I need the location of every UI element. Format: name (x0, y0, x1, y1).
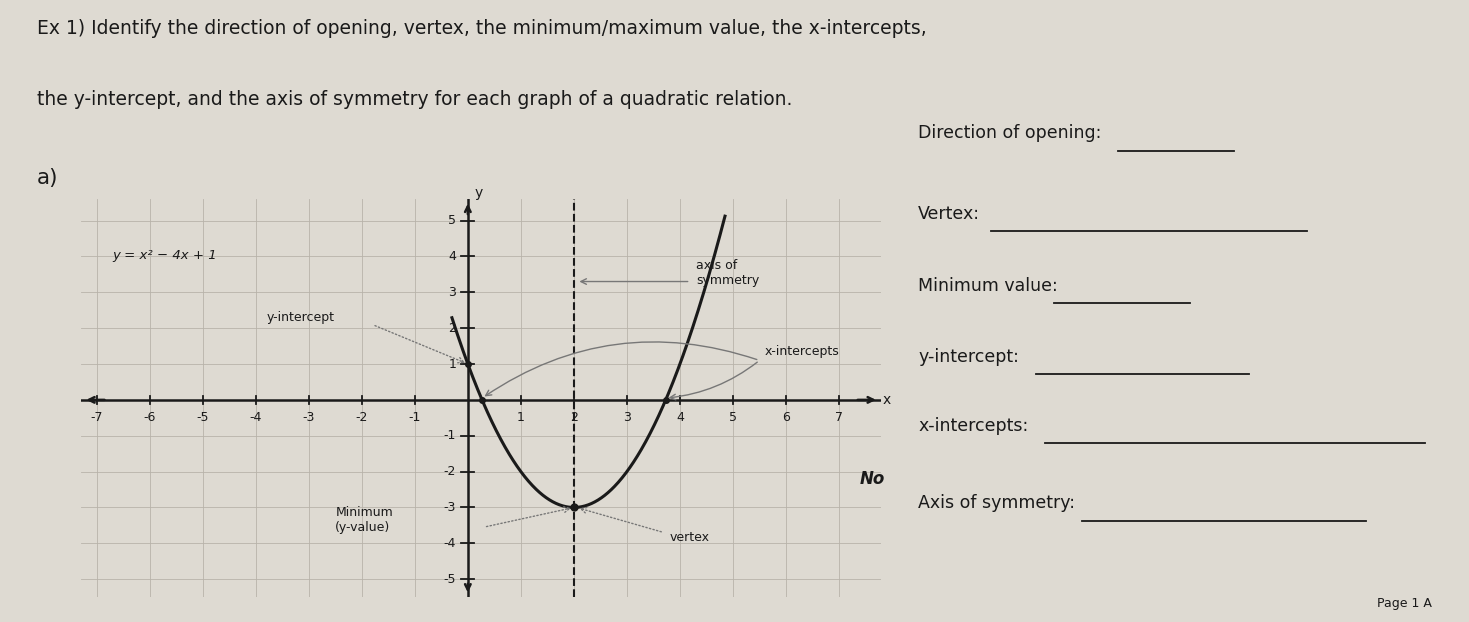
Text: x-intercepts:: x-intercepts: (918, 417, 1028, 435)
Text: Direction of opening:: Direction of opening: (918, 124, 1102, 142)
Text: -5: -5 (444, 573, 457, 586)
Text: Page 1 A: Page 1 A (1378, 596, 1432, 610)
Text: y-intercept:: y-intercept: (918, 348, 1019, 366)
Text: -1: -1 (444, 429, 457, 442)
Text: 5: 5 (448, 214, 457, 227)
Text: -3: -3 (303, 411, 314, 424)
Text: -2: -2 (355, 411, 369, 424)
Text: Ex 1) Identify the direction of opening, vertex, the minimum/maximum value, the : Ex 1) Identify the direction of opening,… (37, 19, 927, 38)
Text: 4: 4 (676, 411, 685, 424)
Text: -4: -4 (250, 411, 261, 424)
Text: x: x (883, 393, 890, 407)
Text: vertex: vertex (670, 531, 710, 544)
Text: 1: 1 (517, 411, 524, 424)
Text: y = x² − 4x + 1: y = x² − 4x + 1 (113, 249, 217, 262)
Text: y-intercept: y-intercept (266, 311, 335, 324)
Text: Vertex:: Vertex: (918, 205, 980, 223)
Text: -4: -4 (444, 537, 457, 550)
Text: x-intercepts: x-intercepts (765, 345, 839, 358)
Text: y: y (474, 186, 482, 200)
Text: 1: 1 (448, 358, 457, 371)
Text: Axis of symmetry:: Axis of symmetry: (918, 494, 1075, 513)
Text: 6: 6 (782, 411, 790, 424)
Text: -6: -6 (144, 411, 156, 424)
Text: 5: 5 (729, 411, 737, 424)
Text: 3: 3 (448, 285, 457, 299)
Text: 2: 2 (448, 322, 457, 335)
Text: axis of
symmetry: axis of symmetry (696, 259, 759, 287)
Text: Minimum value:: Minimum value: (918, 277, 1058, 295)
Text: -5: -5 (197, 411, 209, 424)
Text: the y-intercept, and the axis of symmetry for each graph of a quadratic relation: the y-intercept, and the axis of symmetr… (37, 90, 792, 109)
Text: 2: 2 (570, 411, 577, 424)
Text: 4: 4 (448, 250, 457, 263)
Text: 7: 7 (834, 411, 843, 424)
Text: Minimum
(y-value): Minimum (y-value) (335, 506, 394, 534)
Text: No: No (859, 470, 884, 488)
Text: -7: -7 (91, 411, 103, 424)
Text: -3: -3 (444, 501, 457, 514)
Text: -2: -2 (444, 465, 457, 478)
Text: a): a) (37, 168, 59, 188)
Text: -1: -1 (408, 411, 422, 424)
Text: 3: 3 (623, 411, 630, 424)
